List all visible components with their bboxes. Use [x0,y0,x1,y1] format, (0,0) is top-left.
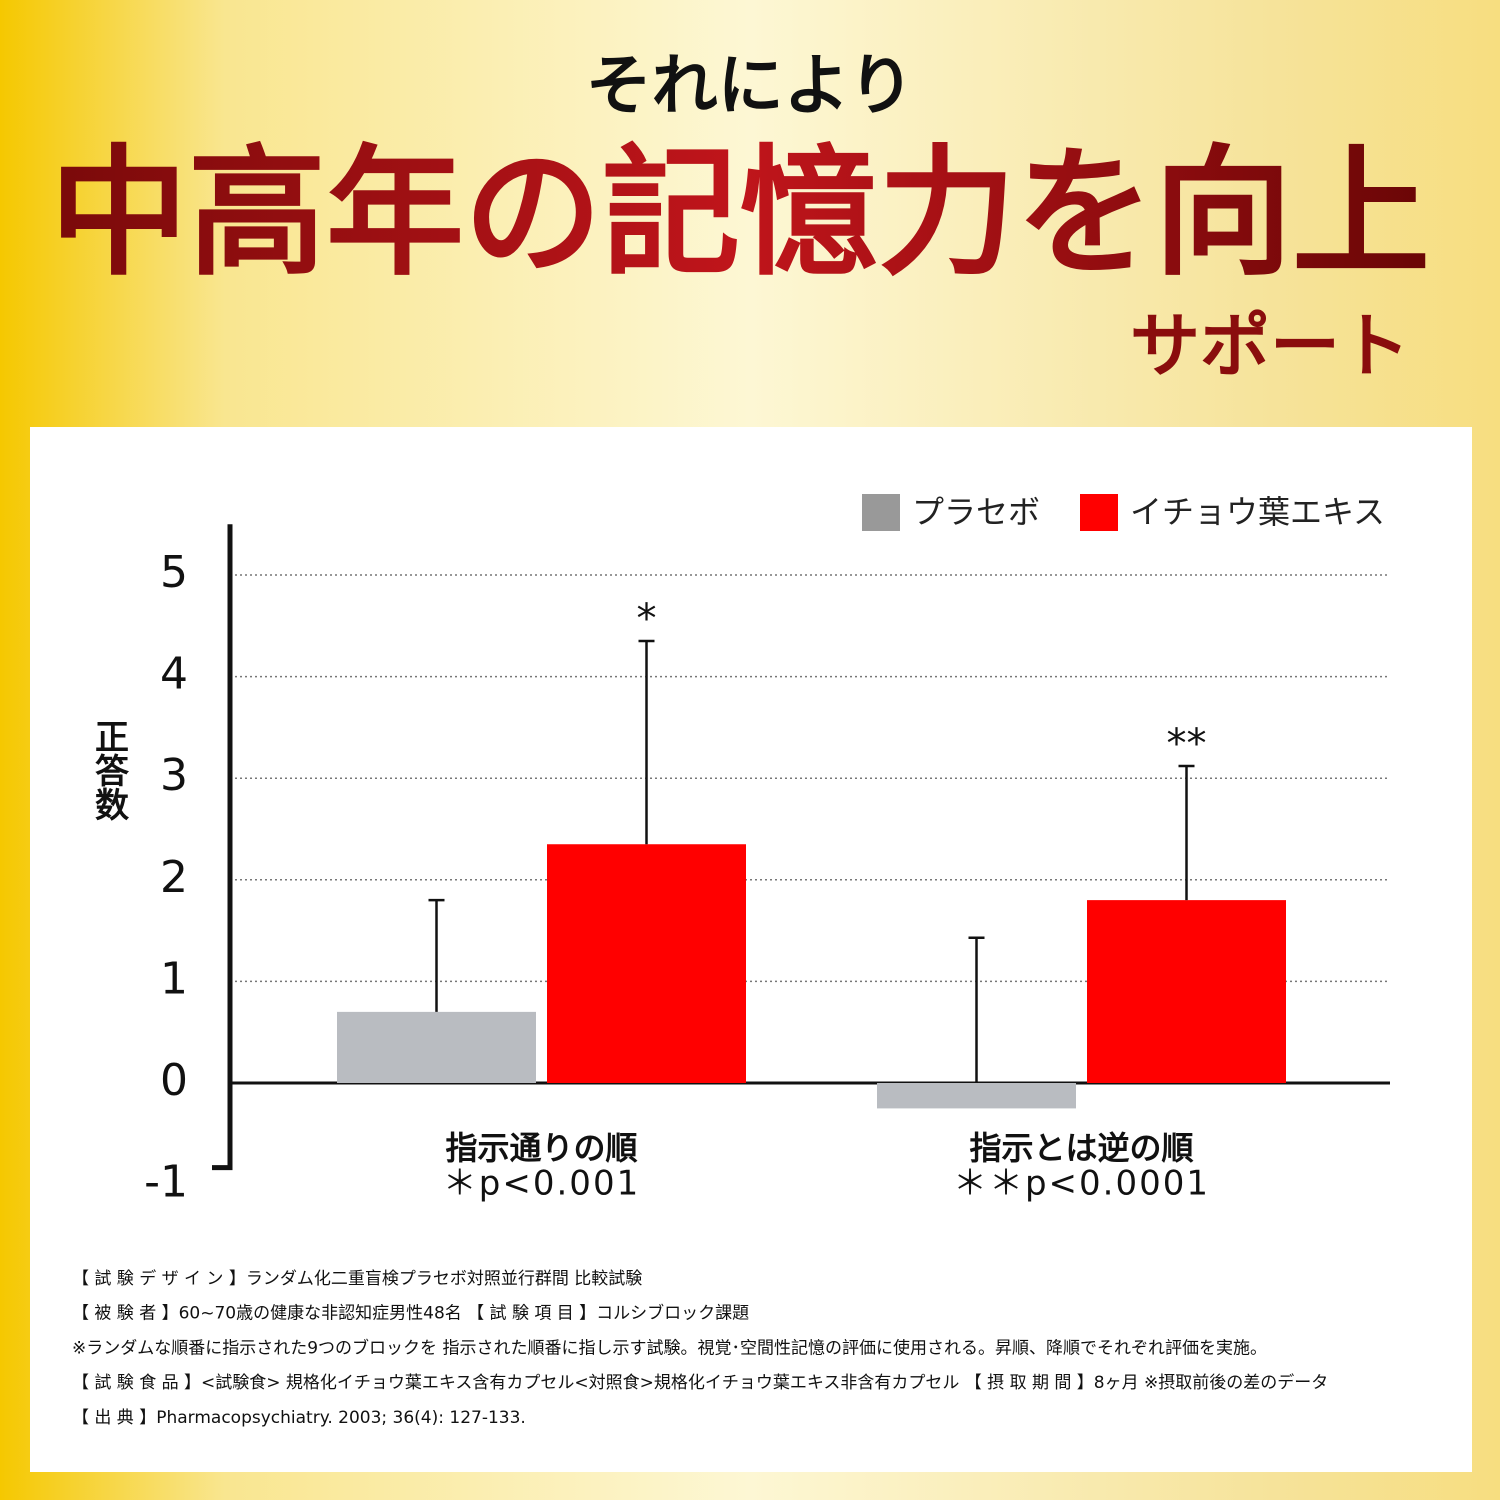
legend-label: イチョウ葉エキス [1130,493,1385,531]
error-bar [638,639,655,845]
y-tick-label: 5 [160,547,188,598]
footnote: ※ランダムな順番に指示された9つのブロックを 指示された順番に指し示す試験。視覚… [72,1337,1267,1358]
y-tick-label: 1 [160,953,188,1004]
significance-mark: ** [1167,721,1207,767]
subtitle: サポート [1130,304,1410,387]
y-tick-label: 3 [160,750,188,801]
p-value: ＊＊p<0.0001 [953,1164,1210,1204]
footnote: 【 出 典 】Pharmacopsychiatry. 2003; 36(4): … [72,1408,526,1428]
legend-label: プラセボ [912,493,1040,531]
footnote: 【 試 験 食 品 】<試験食> 規格化イチョウ葉エキス含有カプセル<対照食>規… [72,1372,1328,1393]
legend-swatch [1080,494,1118,531]
bar [547,844,746,1083]
error-bar [968,936,985,1083]
y-tick-label: -1 [144,1157,188,1208]
bar [1087,900,1286,1083]
bar [337,1011,536,1083]
y-axis-label: 正答数 [89,719,129,821]
bar [877,1083,1076,1109]
footnote: 【 被 験 者 】60~70歳の健康な非認知症男性48名 【 試 験 項 目 】… [72,1303,749,1324]
y-tick-label: 0 [160,1055,188,1106]
p-value: ＊p<0.001 [443,1164,640,1204]
title: 中高年の記憶力を向上 [50,132,1430,296]
y-axis [212,524,233,1171]
y-tick-label: 2 [160,852,188,903]
error-bar [428,898,445,1012]
significance-mark: * [637,596,657,642]
x-tick-label: 指示とは逆の順 [969,1129,1193,1167]
y-tick-label: 4 [160,649,188,700]
error-bar [1178,764,1195,901]
x-tick-label: 指示通りの順 [445,1129,637,1167]
legend-swatch [862,494,900,531]
lead: それにより [586,47,915,124]
footnote: 【 試 験 デ ザ イ ン 】ランダム化二重盲検プラセボ対照並行群間 比較試験 [72,1268,642,1289]
